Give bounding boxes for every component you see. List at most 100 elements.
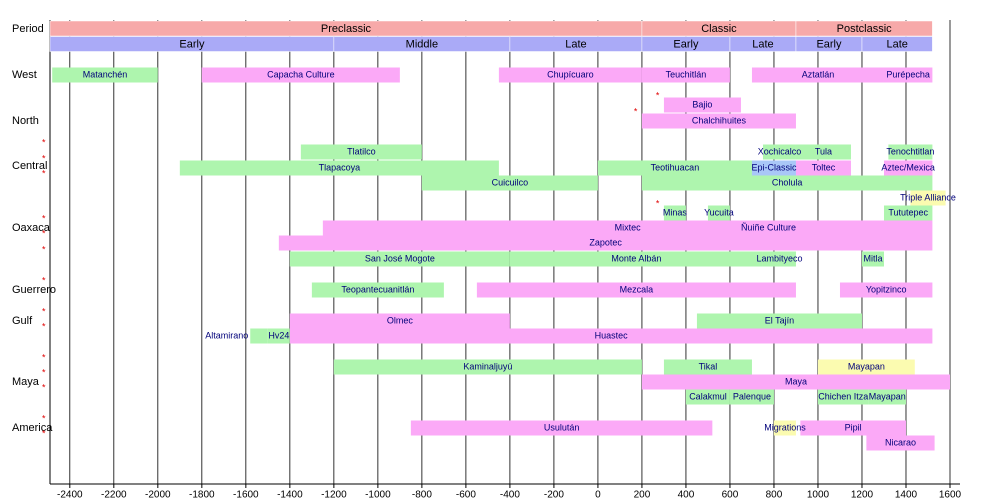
bar-label: San José Mogote <box>365 253 435 263</box>
bar-label: Minas <box>663 207 688 217</box>
subperiod <box>861 36 933 52</box>
span-bar <box>817 389 869 405</box>
flag: * <box>656 198 660 208</box>
span-bar <box>179 160 499 176</box>
bar-label: Olmec <box>387 315 414 325</box>
span-bar <box>663 205 686 221</box>
bar-label: Triple Alliance <box>900 192 956 202</box>
x-tick-label: -400 <box>500 490 520 500</box>
period-label: Postclassic <box>837 23 893 35</box>
subperiod-label: Late <box>886 38 907 50</box>
flag: * <box>42 153 46 163</box>
span-bar <box>883 67 933 83</box>
flag: * <box>42 137 46 147</box>
span-bar <box>509 251 763 267</box>
period-label: Classic <box>701 23 737 35</box>
x-tick-label: -1400 <box>277 490 303 500</box>
span-bar <box>663 359 752 375</box>
bar-label: Monte Albán <box>611 253 661 263</box>
span-bar <box>250 328 268 344</box>
period-label: Preclassic <box>321 23 372 35</box>
period <box>795 20 933 37</box>
span-bar <box>597 160 752 176</box>
span-bar <box>201 67 400 83</box>
span-bar <box>410 420 713 436</box>
span-bar <box>888 144 933 160</box>
span-bar <box>278 235 933 251</box>
flag: * <box>42 367 46 377</box>
span-bar <box>866 435 935 451</box>
bar-label: Capacha Culture <box>267 69 335 79</box>
bar-label: Cuicuilco <box>492 177 529 187</box>
span-bar <box>729 389 774 405</box>
bar-label: Tula <box>815 146 832 156</box>
x-tick-label: -200 <box>544 490 564 500</box>
span-bar <box>762 144 796 160</box>
bar-label: Aztatlán <box>802 69 835 79</box>
span-bar <box>883 160 933 176</box>
bar-label: Maya <box>785 376 807 386</box>
bar-label: Migrations <box>764 422 806 432</box>
bar-label: Bajio <box>692 99 712 109</box>
region-label: Gulf <box>12 315 33 327</box>
bar-label: Toltec <box>812 162 836 172</box>
bar-label: Calakmul <box>689 391 727 401</box>
region-label: West <box>12 69 37 81</box>
span-bar <box>800 420 906 436</box>
subperiod-label: Late <box>565 38 586 50</box>
bar-label: Mitla <box>863 253 882 263</box>
flag: * <box>42 213 46 223</box>
bar-label: Altamirano <box>205 330 248 340</box>
subperiod-label: Early <box>673 38 699 50</box>
flag: * <box>42 413 46 423</box>
bar-label: Yopitzinco <box>866 284 907 294</box>
bar-label: Tenochtitlan <box>886 146 934 156</box>
flag: * <box>656 90 660 100</box>
region-label: America <box>12 422 53 434</box>
span-bar <box>910 190 946 206</box>
span-bar <box>641 113 796 129</box>
bar-label: Mixtec <box>615 222 642 232</box>
bar-label: Tikal <box>699 361 718 371</box>
span-bar <box>289 328 933 344</box>
span-bar <box>663 97 741 113</box>
bar-label: Purépecha <box>886 69 930 79</box>
flag: * <box>42 244 46 254</box>
bar-label: Nicarao <box>885 437 916 447</box>
x-tick-label: 800 <box>766 490 783 500</box>
x-tick-label: 600 <box>722 490 739 500</box>
bar-label: Palenque <box>733 391 771 401</box>
span-bar <box>300 144 422 160</box>
x-tick-label: -1800 <box>189 490 215 500</box>
x-tick-label: -2000 <box>145 490 171 500</box>
bar-label: Lambityeco <box>756 253 802 263</box>
subperiod-label: Middle <box>406 38 438 50</box>
span-bar <box>868 389 906 405</box>
bar-label: Zapotec <box>589 237 622 247</box>
x-tick-label: -600 <box>456 490 476 500</box>
bar-label: Chichen Itza <box>818 391 868 401</box>
span-bar <box>883 205 933 221</box>
span-bar <box>333 359 642 375</box>
span-bar <box>817 359 915 375</box>
bar-label: Pipil <box>845 422 862 432</box>
bar-label: Teopantecuanitlán <box>341 284 414 294</box>
span-bar <box>476 282 796 298</box>
bar-label: Chalchihuites <box>692 115 747 125</box>
span-bar <box>729 220 807 236</box>
x-tick-label: 400 <box>678 490 695 500</box>
bar-label: Aztec/Mexica <box>881 162 935 172</box>
bar-label: Cholula <box>772 177 803 187</box>
region-label: Central <box>12 160 47 172</box>
x-tick-label: 1200 <box>851 490 874 500</box>
span-bar <box>498 67 642 83</box>
flag: * <box>42 352 46 362</box>
span-bar <box>696 313 862 329</box>
span-bar <box>685 389 730 405</box>
region-label: Guerrero <box>12 284 56 296</box>
subperiod-label: Early <box>179 38 205 50</box>
bar-label: Kaminaljuyú <box>463 361 512 371</box>
x-tick-label: -800 <box>412 490 432 500</box>
flag: * <box>42 275 46 285</box>
